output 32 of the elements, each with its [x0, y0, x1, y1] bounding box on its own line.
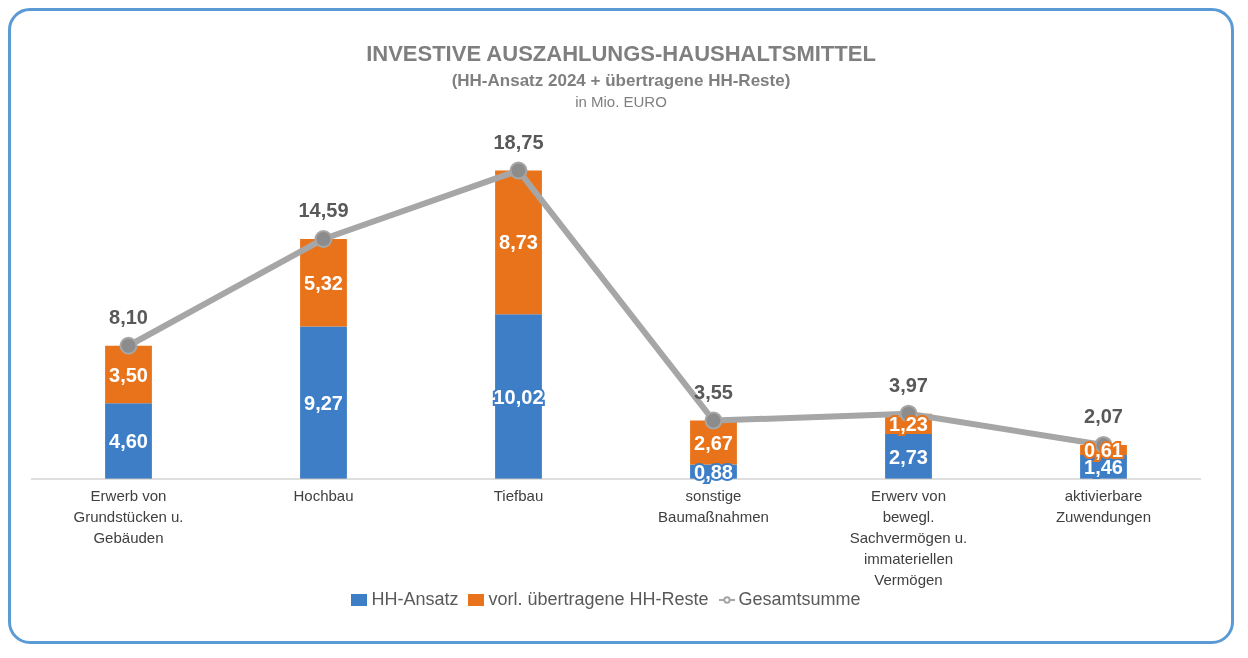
legend-label: HH-Ansatz	[371, 589, 459, 609]
x-tick-label: sonstige Baumaßnahmen	[658, 487, 769, 525]
point	[119, 336, 138, 355]
x-tick-label: Erwerv von bewegl. Sachvermögen u. immateriellen Vermögen	[849, 487, 968, 588]
data-label: 3,55	[694, 380, 733, 403]
data-label: 8,73	[499, 231, 538, 254]
point	[704, 411, 723, 430]
annotation: in Mio. EURO	[574, 93, 668, 110]
data-label: 1,23	[889, 413, 928, 436]
data-label: 9,27	[304, 391, 343, 414]
x-tick-label: Tiefbau	[493, 487, 544, 504]
point	[314, 230, 333, 248]
legend-label: vorl. übertragene HH-Reste	[488, 589, 709, 609]
text: INVESTIVE AUSZAHLUNGS-HAUSHALTSMITTEL	[365, 41, 877, 67]
data-label: 2,67	[694, 431, 733, 454]
data-label: 14,59	[298, 198, 349, 221]
data-label: 8,10	[109, 305, 148, 328]
data-label: 18,75	[493, 130, 544, 153]
data-label: 0,88	[694, 460, 733, 483]
text: (HH-Ansatz 2024 + übertragene HH-Reste)	[450, 71, 792, 91]
data-label: 5,32	[304, 271, 343, 294]
bar	[300, 326, 347, 479]
legend-label: Gesamtsumme	[738, 589, 861, 609]
data-label: 2,73	[889, 445, 928, 468]
data-label: 3,97	[889, 373, 928, 396]
point	[509, 161, 528, 180]
data-label: 4,60	[109, 430, 148, 453]
data-label: 3,50	[109, 363, 148, 386]
x-tick-label: aktivierbare Zuwendungen	[1055, 487, 1152, 525]
x-tick-label: Hochbau	[293, 487, 354, 504]
x-tick-label: Erwerb von Grundstücken u. Gebäuden	[73, 487, 184, 546]
data-label: 2,07	[1084, 404, 1123, 427]
